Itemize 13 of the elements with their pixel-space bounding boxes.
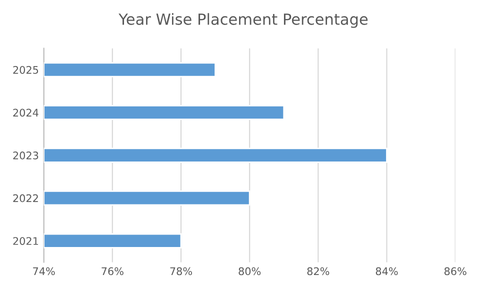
x-tick-label: 86% <box>444 267 466 276</box>
y-tick-label: 2022 <box>13 194 38 202</box>
chart-title: Year Wise Placement Percentage <box>118 13 368 28</box>
y-tick-label: 2025 <box>13 66 38 74</box>
y-tick-label: 2024 <box>13 108 38 117</box>
x-tick-label: 74% <box>33 267 55 276</box>
x-tick-label: 84% <box>376 267 398 276</box>
x-tick-label: 80% <box>238 267 261 276</box>
x-tick-label: 82% <box>307 267 330 276</box>
x-tick-label: 78% <box>170 267 192 276</box>
x-tick-label: 76% <box>102 267 124 276</box>
y-tick-label: 2023 <box>13 152 38 160</box>
y-tick-label: 2021 <box>13 237 38 245</box>
